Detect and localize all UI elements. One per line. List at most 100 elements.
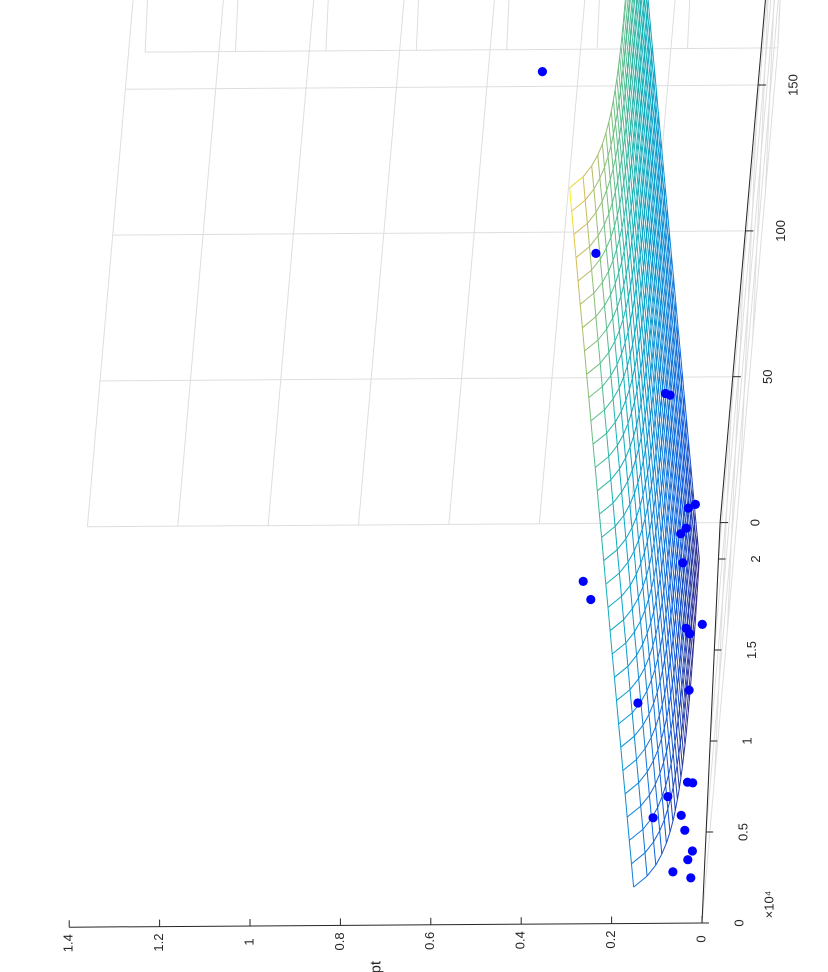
mesh-segment (669, 344, 673, 369)
mesh-segment (664, 410, 668, 434)
mesh-segment (682, 631, 686, 655)
mesh-segment (657, 796, 663, 808)
mesh-segment (607, 607, 611, 631)
mesh-segment (649, 371, 652, 383)
mesh-segment (647, 314, 651, 338)
mesh-segment (663, 298, 666, 310)
mesh-segment (656, 148, 660, 173)
mesh-segment (614, 78, 618, 90)
mesh-segment (654, 486, 658, 498)
mesh-segment (674, 470, 677, 482)
mesh-segment (664, 343, 667, 355)
mesh-segment (630, 286, 634, 311)
mesh-segment (681, 484, 683, 496)
mesh-segment (658, 704, 663, 716)
mesh-segment (657, 430, 661, 455)
mesh-segment (644, 110, 648, 134)
mesh-segment (632, 230, 636, 254)
mesh-segment (643, 166, 647, 190)
mesh-segment (642, 301, 645, 313)
mesh-segment (624, 160, 628, 172)
mesh-segment (667, 400, 670, 413)
mesh-segment (619, 227, 623, 239)
mesh-segment (630, 196, 633, 208)
mesh-segment (599, 502, 614, 515)
mesh-segment (620, 34, 623, 46)
mesh-segment (650, 371, 654, 396)
mesh-segment (676, 449, 680, 473)
mesh-segment (640, 609, 646, 622)
mesh-segment (607, 156, 611, 180)
mesh-segment (688, 599, 690, 611)
mesh-segment (625, 308, 629, 332)
mesh-segment (612, 491, 622, 504)
mesh-segment (677, 382, 681, 406)
mesh-segment (649, 236, 651, 248)
mesh-segment (669, 615, 672, 627)
mesh-segment (670, 323, 674, 347)
grid-line (415, 0, 420, 51)
mesh-segment (653, 328, 656, 340)
mesh-segment (664, 287, 667, 299)
mesh-segment (633, 140, 637, 164)
mesh-segment (642, 575, 647, 587)
mesh-segment (646, 633, 650, 657)
mesh-segment (634, 208, 637, 220)
mesh-segment (634, 390, 638, 402)
grid-line (125, 84, 759, 90)
mesh-segment (677, 709, 680, 721)
grid-line (629, 0, 676, 524)
grid-line (144, 0, 148, 53)
mesh-segment (647, 223, 651, 248)
mesh-segment (673, 436, 675, 448)
mesh-segment (634, 253, 639, 278)
mesh-segment (671, 402, 674, 414)
mesh-segment (658, 329, 662, 353)
mesh-segment (625, 538, 629, 563)
mesh-segment (605, 237, 612, 249)
mesh-segment (618, 101, 622, 125)
mesh-segment (694, 613, 697, 625)
mesh-segment (586, 223, 590, 247)
mesh-segment (616, 67, 619, 79)
mesh-segment (679, 652, 682, 665)
mesh-segment (635, 6, 638, 18)
mesh-segment (685, 643, 689, 667)
mesh-segment (620, 124, 624, 149)
mesh-segment (644, 144, 647, 156)
mesh-segment (637, 96, 641, 120)
mesh-segment (631, 459, 637, 471)
data-point (697, 619, 707, 630)
mesh-segment (684, 441, 688, 465)
mesh-segment (682, 710, 685, 722)
mesh-segment (655, 441, 658, 453)
mesh-segment (651, 46, 653, 58)
mesh-segment (679, 573, 683, 598)
mesh-segment (655, 261, 657, 273)
mesh-segment (621, 342, 626, 354)
mesh-segment (623, 1, 626, 13)
mesh-segment (658, 510, 662, 534)
mesh-segment (644, 43, 646, 55)
mesh-segment (646, 690, 650, 715)
mesh-segment (624, 793, 628, 818)
mesh-segment (679, 607, 682, 619)
mesh-segment (640, 233, 643, 245)
mesh-segment (635, 288, 639, 312)
mesh-segment (632, 49, 634, 61)
mesh-segment (619, 204, 623, 228)
mesh-segment (645, 245, 649, 270)
mesh-segment (638, 345, 642, 370)
mesh-segment (637, 85, 640, 97)
mesh-segment (627, 138, 630, 150)
mesh-segment (628, 0, 630, 4)
mesh-segment (671, 312, 675, 336)
mesh-segment (642, 725, 646, 749)
data-point (686, 873, 696, 883)
mesh-segment (687, 565, 691, 590)
mesh-segment (627, 183, 630, 195)
mesh-segment (637, 175, 640, 187)
mesh-segment (619, 468, 623, 493)
mesh-segment (640, 244, 644, 268)
mesh-segment (618, 90, 621, 102)
